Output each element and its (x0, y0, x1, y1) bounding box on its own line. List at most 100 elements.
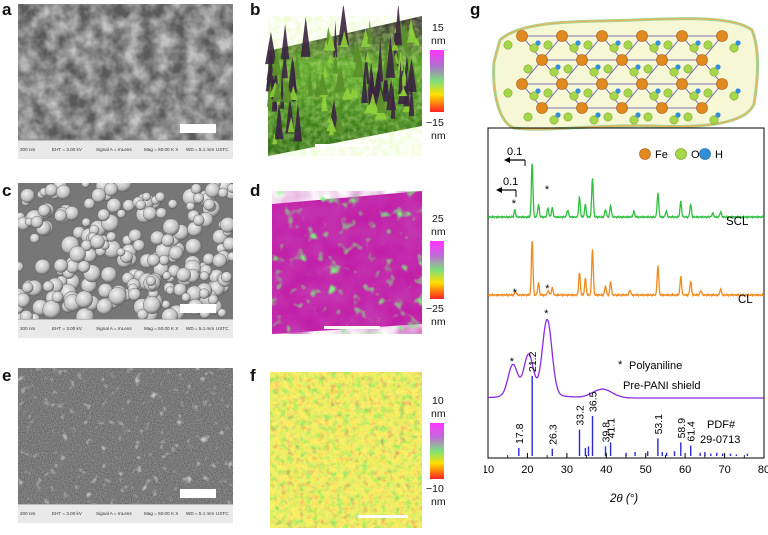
pdf-peak-label: 17.8 (514, 423, 526, 444)
afm-spike (322, 62, 328, 78)
fe-atom (716, 78, 728, 90)
o-atom (563, 112, 573, 122)
afm-spike (353, 49, 365, 77)
sem-wd: WD = 5.1 mm (186, 511, 215, 516)
o-atom (683, 64, 693, 74)
o-atom (703, 40, 713, 50)
colorbar-top-unit-d: nm (431, 226, 446, 238)
o-atom (583, 88, 593, 98)
fe-atom (656, 102, 668, 114)
label-cl: CL (738, 294, 753, 306)
xrd-figure: Fe O H 0.1 0.1 * * * * * * 17.8 21.2 26.3 33.236… (484, 17, 768, 505)
sem-footer-c: 200 nm EHT = 3.00 kV Signal A = InLens M… (18, 319, 233, 338)
sem-scale-text: 200 nm (20, 326, 36, 331)
sem-eht: EHT = 3.00 kV (52, 147, 82, 152)
o-atom (649, 91, 659, 101)
afm-spike (281, 47, 288, 79)
sem-particle (51, 291, 64, 303)
colorbar-bottom-value-b: −15 (426, 117, 444, 129)
afm-spike (287, 56, 297, 92)
sem-particle (20, 188, 35, 203)
sem-particle (96, 298, 113, 315)
o-atom (669, 67, 679, 77)
scale-bar-e (180, 489, 216, 498)
fe-atom (716, 30, 728, 42)
sem-particle (54, 209, 67, 223)
colorbar-bottom-unit-f: nm (431, 496, 446, 508)
fe-atom (556, 30, 568, 42)
o-atom (569, 91, 579, 101)
h-atom (675, 112, 681, 118)
sem-particle (205, 183, 221, 198)
sem-smooth-texture (18, 368, 233, 504)
colorbar-d (430, 241, 444, 299)
sem-particle (44, 183, 58, 197)
label-scl: SCL (726, 216, 749, 228)
xrd-curve-cl (487, 240, 765, 298)
o-atom (729, 91, 739, 101)
crystal-structure (492, 17, 759, 131)
afm-spike (390, 80, 396, 119)
sem-particle (227, 251, 233, 262)
sem-particle (199, 271, 210, 281)
scale-bar-d (324, 326, 380, 329)
label-polyaniline: Polyaniline (629, 360, 682, 372)
sem-particle (116, 247, 126, 257)
o-atom (549, 115, 559, 125)
afm-spike (321, 90, 328, 108)
sem-particle (142, 192, 151, 202)
sem-wd: WD = 5.1 mm (186, 326, 215, 331)
sem-particle (77, 260, 91, 273)
h-atom (555, 112, 561, 118)
o-atom (689, 91, 699, 101)
afm-spike (271, 47, 282, 76)
afm-spike (377, 91, 386, 113)
afm-spike (266, 81, 274, 107)
sem-particle (161, 300, 171, 309)
h-atom (615, 40, 621, 46)
sem-particle (212, 253, 227, 268)
panel-label-c: c (2, 181, 12, 200)
afm-spike (391, 40, 399, 51)
sem-eht: EHT = 3.00 kV (52, 511, 82, 516)
sem-particle (185, 238, 202, 255)
pdf-peak-label: 58.9 (676, 418, 688, 439)
afm-spike (272, 133, 278, 145)
sem-particle (69, 245, 86, 263)
x-tick-label: 70 (718, 464, 730, 476)
o-atom (603, 64, 613, 74)
sem-particle (221, 271, 233, 283)
h-atom (715, 64, 721, 70)
scale-bar-b (315, 144, 373, 147)
o-atom (543, 88, 553, 98)
o-atom (689, 43, 699, 53)
sem-particle (158, 254, 170, 266)
afm-surface-b (265, 2, 422, 156)
scale-bar-f (358, 515, 408, 518)
polyaniline-star: * (545, 184, 550, 196)
h-atom (695, 88, 701, 94)
sem-particle (106, 198, 122, 214)
afm-spike (326, 117, 337, 132)
sem-particle (81, 217, 91, 228)
afm-spike (289, 85, 298, 100)
o-atom (569, 43, 579, 53)
xrd-curve-pre-pani-shield (488, 318, 764, 399)
pdf-peak-label: 39.8 (601, 422, 613, 443)
sem-signal: Signal A = InLens (96, 511, 132, 516)
afm-spike (280, 24, 290, 60)
sem-particle (217, 308, 227, 318)
h-atom (715, 112, 721, 118)
colorbar-bottom-unit-b: nm (431, 130, 446, 142)
o-atom (589, 115, 599, 125)
fe-atom (596, 30, 608, 42)
sem-particle (42, 300, 61, 319)
afm-spike (293, 52, 301, 80)
arrow-label-1: 0.1 (507, 146, 522, 158)
polyaniline-star: * (545, 283, 550, 295)
sem-particle (108, 287, 127, 306)
h-atom (555, 64, 561, 70)
o-atom (643, 112, 653, 122)
h-atom (655, 88, 661, 94)
fe-atom (576, 54, 588, 66)
